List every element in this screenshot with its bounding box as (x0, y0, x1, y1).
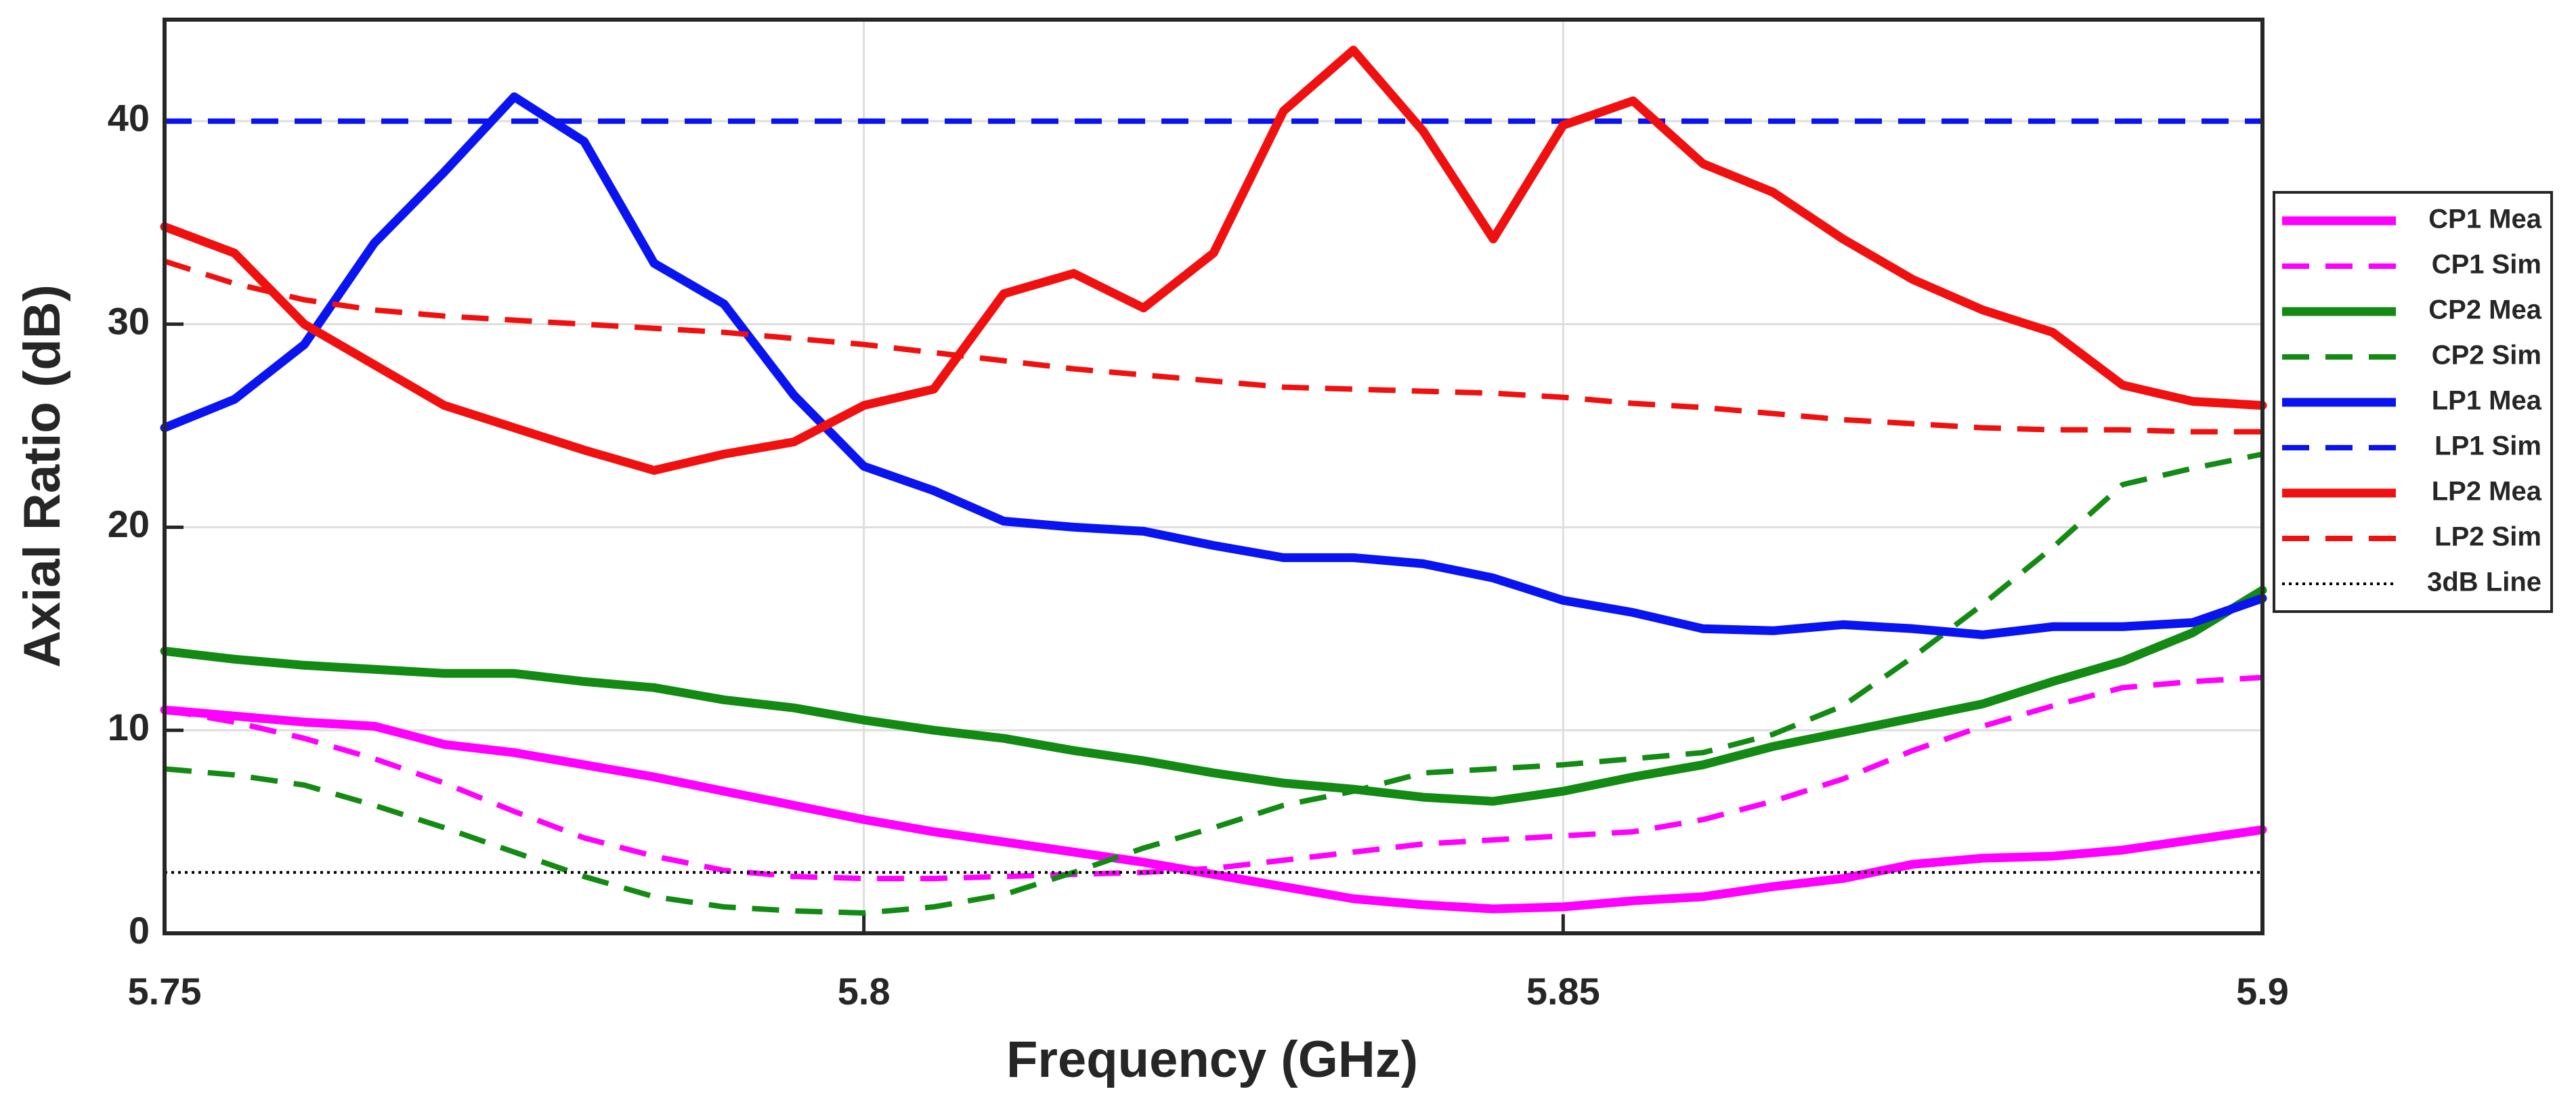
series-line (164, 451, 2263, 916)
x-tick-label: 5.75 (128, 970, 202, 1013)
legend-label: LP2 Sim (2434, 522, 2541, 552)
x-tick-label: 5.85 (1526, 970, 1600, 1013)
legend-label: CP2 Mea (2428, 295, 2541, 325)
legend-label: LP2 Mea (2432, 477, 2542, 507)
legend-label: LP1 Sim (2434, 431, 2541, 461)
plot-frame (163, 18, 2264, 935)
legend-label: CP2 Sim (2432, 341, 2541, 370)
y-tick-label: 0 (129, 909, 150, 952)
series-line (160, 92, 2267, 639)
series-line (160, 45, 2267, 475)
legend-label: LP1 Mea (2432, 386, 2542, 416)
y-axis-label: Axial Ratio (dB) (14, 284, 71, 668)
series-line (163, 258, 2262, 435)
legend-label: 3dB Line (2427, 568, 2541, 597)
x-axis-label: Frequency (GHz) (1006, 1031, 1418, 1088)
legend-label: CP1 Mea (2428, 205, 2541, 234)
x-tick-label: 5.8 (838, 970, 890, 1013)
y-tick-label: 30 (108, 299, 150, 342)
legend: CP1 Mea CP1 Sim CP2 Mea CP2 Sim LP1 Mea LP1 S… (2273, 191, 2553, 613)
y-tick-label: 40 (108, 97, 150, 140)
y-tick-label: 20 (108, 503, 150, 545)
legend-label: CP1 Sim (2432, 250, 2541, 280)
series-line (160, 585, 2267, 806)
y-tick-label: 10 (108, 706, 150, 748)
x-tick-label: 5.9 (2236, 970, 2289, 1013)
plot-area (165, 20, 2262, 933)
series-line (164, 675, 2263, 882)
series-line (160, 705, 2267, 914)
